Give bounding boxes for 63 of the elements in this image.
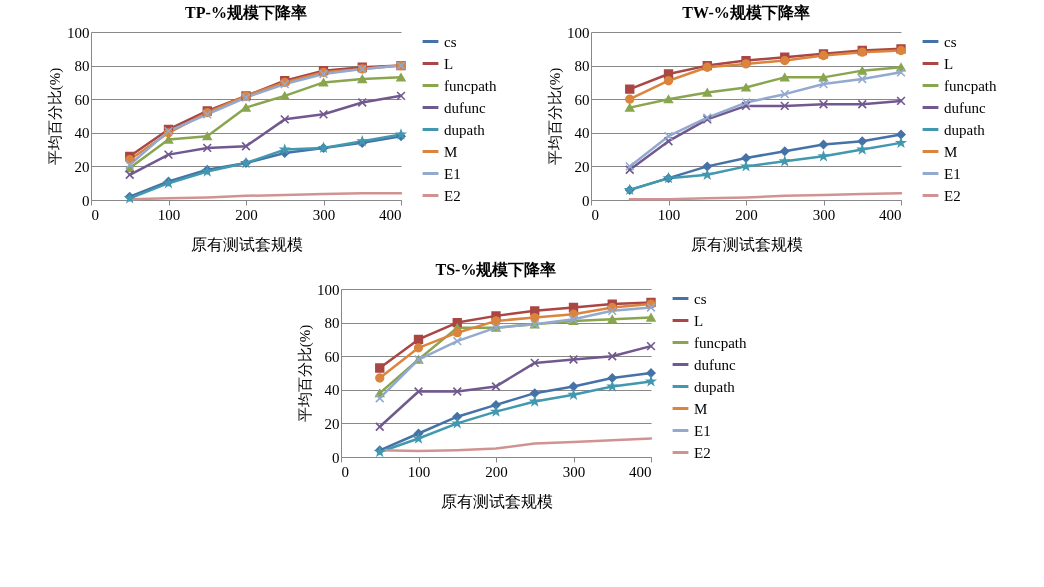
x-axis-title: 原有测试套规模 [190, 235, 303, 253]
y-axis-title: 平均百分比(%) [297, 324, 314, 423]
y-tick-label: 80 [324, 315, 340, 332]
x-tick-label: 200 [485, 463, 508, 480]
y-tick-label: 100 [567, 24, 590, 41]
legend-label: dupath [944, 121, 986, 138]
y-tick-label: 20 [74, 158, 90, 175]
legend-label: dupath [444, 121, 486, 138]
y-tick-label: 40 [74, 125, 90, 142]
legend-label: dufunc [944, 99, 986, 116]
legend-label: E2 [694, 444, 711, 461]
x-tick-label: 300 [312, 206, 336, 223]
x-axis-title: 原有测试套规模 [690, 235, 803, 253]
y-tick-label: 80 [574, 58, 590, 75]
x-tick-label: 100 [657, 206, 681, 223]
x-tick-label: 100 [407, 463, 431, 480]
y-axis-title: 平均百分比(%) [547, 67, 564, 166]
x-tick-label: 200 [735, 206, 758, 223]
y-tick-label: 20 [574, 158, 590, 175]
y-tick-label: 20 [324, 415, 340, 432]
legend-label: cs [444, 33, 457, 50]
y-tick-label: 40 [324, 382, 340, 399]
legend-label: dufunc [444, 99, 486, 116]
legend-label: E1 [694, 422, 711, 439]
x-tick-label: 400 [379, 206, 402, 223]
x-tick-label: 100 [157, 206, 181, 223]
legend-label: dupath [694, 378, 736, 395]
legend-label: L [694, 312, 704, 329]
chart-title: TS-%规模下降率 [435, 260, 557, 278]
x-tick-label: 400 [879, 206, 902, 223]
legend-label: M [944, 143, 958, 160]
y-tick-label: 100 [317, 281, 340, 298]
chart-title: TW-%规模下降率 [682, 3, 810, 21]
y-tick-label: 0 [582, 192, 590, 209]
legend-label: M [444, 143, 458, 160]
chart-title: TP-%规模下降率 [185, 3, 307, 21]
y-tick-label: 60 [74, 91, 90, 108]
x-tick-label: 300 [812, 206, 836, 223]
legend-label: E1 [444, 165, 461, 182]
y-tick-label: 100 [67, 24, 90, 41]
legend-label: funcpath [444, 77, 497, 94]
x-axis-title: 原有测试套规模 [440, 492, 553, 510]
y-tick-label: 40 [574, 125, 590, 142]
legend-label: L [944, 55, 954, 72]
y-tick-label: 0 [82, 192, 90, 209]
y-axis-title: 平均百分比(%) [47, 67, 64, 166]
x-tick-label: 400 [629, 463, 652, 480]
legend-label: funcpath [694, 334, 747, 351]
legend-label: E2 [944, 187, 961, 204]
legend-label: M [694, 400, 708, 417]
y-tick-label: 0 [332, 449, 340, 466]
legend-label: funcpath [944, 77, 997, 94]
legend-label: cs [694, 290, 707, 307]
legend-label: cs [944, 33, 957, 50]
x-tick-label: 300 [562, 463, 586, 480]
y-tick-label: 80 [74, 58, 90, 75]
legend-label: E1 [944, 165, 961, 182]
legend-label: dufunc [694, 356, 736, 373]
y-tick-label: 60 [324, 348, 340, 365]
legend-label: L [444, 55, 454, 72]
x-tick-label: 200 [235, 206, 258, 223]
legend-label: E2 [444, 187, 461, 204]
y-tick-label: 60 [574, 91, 590, 108]
